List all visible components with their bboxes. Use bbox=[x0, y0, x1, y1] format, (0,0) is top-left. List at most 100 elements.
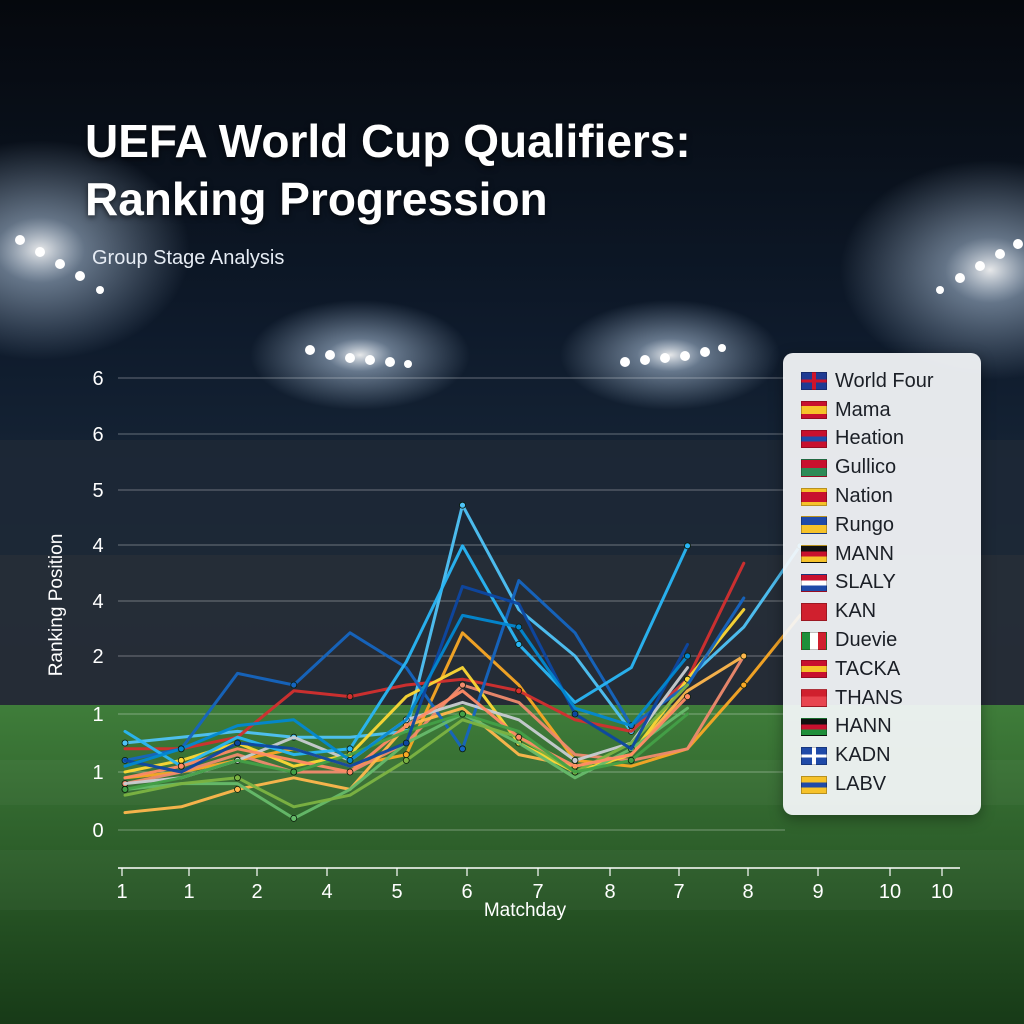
legend-item: KAN bbox=[801, 597, 981, 626]
chart-title: UEFA World Cup Qualifiers: Ranking Progr… bbox=[85, 112, 691, 228]
x-tick-label: 8 bbox=[742, 881, 753, 903]
legend-item: MANN bbox=[801, 540, 981, 569]
data-point bbox=[121, 739, 129, 747]
legend-item: SLALY bbox=[801, 569, 981, 598]
y-tick-label: 1 bbox=[92, 704, 103, 726]
flag-icon bbox=[801, 602, 827, 621]
legend: World Four Mama Heation Gullico Nation Rungo M… bbox=[783, 353, 981, 815]
flag-icon bbox=[801, 775, 827, 794]
legend-item: Gullico bbox=[801, 453, 981, 482]
legend-label: HANN bbox=[835, 715, 892, 738]
legend-item: Nation bbox=[801, 482, 981, 511]
data-point bbox=[740, 681, 748, 689]
legend-item: Heation bbox=[801, 425, 981, 454]
data-point bbox=[459, 745, 466, 753]
data-point bbox=[177, 757, 185, 764]
flag-icon bbox=[801, 689, 827, 708]
y-tick-label: 6 bbox=[92, 424, 103, 446]
gridlines bbox=[118, 377, 785, 831]
data-point bbox=[290, 681, 298, 689]
data-point bbox=[627, 757, 635, 764]
flag-icon bbox=[801, 717, 827, 736]
legend-item: Rungo bbox=[801, 511, 981, 540]
y-tick-label: 1 bbox=[92, 762, 103, 784]
legend-label: Nation bbox=[835, 485, 893, 508]
data-point bbox=[459, 501, 466, 509]
data-point bbox=[684, 652, 691, 660]
data-point bbox=[402, 751, 410, 758]
series-lines bbox=[121, 501, 804, 822]
data-point bbox=[740, 652, 748, 660]
data-point bbox=[402, 757, 410, 764]
chart-subtitle: Group Stage Analysis bbox=[92, 247, 285, 269]
x-tick-label: 7 bbox=[532, 881, 543, 903]
legend-item: Duevie bbox=[801, 626, 981, 655]
legend-label: KAN bbox=[835, 600, 877, 623]
y-tick-label: 2 bbox=[92, 646, 103, 668]
data-point bbox=[515, 641, 523, 648]
data-point bbox=[177, 762, 185, 770]
x-tick-label: 4 bbox=[321, 881, 332, 903]
data-point bbox=[234, 739, 241, 747]
series-line-gullico bbox=[123, 654, 746, 786]
y-tick-label: 4 bbox=[92, 535, 103, 557]
series-line-kan bbox=[123, 544, 689, 768]
data-point bbox=[571, 710, 579, 718]
x-tick-label: 8 bbox=[604, 881, 615, 903]
y-tick-label: 6 bbox=[92, 368, 103, 390]
flag-icon bbox=[801, 487, 827, 506]
legend-item: LABV bbox=[801, 770, 981, 799]
chart-title-line2: Ranking Progression bbox=[85, 173, 548, 225]
legend-label: Duevie bbox=[835, 629, 898, 652]
data-point bbox=[234, 786, 241, 793]
flag-icon bbox=[801, 746, 827, 765]
data-point bbox=[346, 693, 354, 700]
data-point bbox=[459, 710, 466, 718]
legend-item: HANN bbox=[801, 713, 981, 742]
x-axis-label: Matchday bbox=[484, 900, 567, 921]
legend-label: SLALY bbox=[835, 571, 896, 594]
x-tick-label: 6 bbox=[461, 881, 472, 903]
x-tick-label: 10 bbox=[879, 881, 901, 903]
y-tick-label: 5 bbox=[92, 480, 103, 502]
legend-label: Gullico bbox=[835, 456, 897, 479]
y-axis-label: Ranking Position bbox=[46, 534, 67, 677]
x-tick-label: 1 bbox=[183, 881, 194, 903]
flag-icon bbox=[801, 545, 827, 564]
flag-icon bbox=[801, 429, 827, 448]
x-axis-ticks: 1 1 2 4 5 6 7 8 7 8 9 10 10 bbox=[116, 868, 953, 903]
data-point bbox=[177, 745, 185, 753]
series-line-labv bbox=[123, 613, 689, 768]
legend-label: THANS bbox=[835, 686, 903, 709]
flag-icon bbox=[801, 516, 827, 535]
legend-item: World Four bbox=[801, 367, 981, 396]
series-line-hann bbox=[123, 712, 689, 791]
x-tick-label: 5 bbox=[391, 881, 402, 903]
x-tick-label: 9 bbox=[812, 881, 823, 903]
legend-item: THANS bbox=[801, 684, 981, 713]
data-point bbox=[290, 815, 298, 822]
flag-icon bbox=[801, 458, 827, 477]
legend-label: Rungo bbox=[835, 513, 894, 536]
x-tick-label: 1 bbox=[116, 881, 127, 903]
data-point bbox=[234, 774, 241, 782]
legend-label: LABV bbox=[835, 773, 887, 796]
legend-list: World Four Mama Heation Gullico Nation Rungo M… bbox=[783, 353, 981, 799]
data-point bbox=[515, 623, 523, 631]
chart-title-line1: UEFA World Cup Qualifiers: bbox=[85, 115, 691, 167]
legend-label: MANN bbox=[835, 542, 894, 565]
data-point bbox=[346, 757, 354, 764]
x-tick-label: 7 bbox=[673, 881, 684, 903]
legend-label: KADN bbox=[835, 744, 891, 767]
data-point bbox=[346, 745, 354, 753]
data-point bbox=[402, 739, 410, 747]
y-axis-ticks: 0 1 1 2 4 4 5 6 6 bbox=[92, 368, 103, 842]
data-point bbox=[290, 768, 298, 776]
legend-item: TACKA bbox=[801, 655, 981, 684]
flag-icon bbox=[801, 573, 827, 592]
legend-label: Heation bbox=[835, 427, 904, 450]
x-tick-label: 10 bbox=[931, 881, 953, 903]
legend-label: World Four bbox=[835, 369, 934, 392]
flag-icon bbox=[801, 401, 827, 420]
